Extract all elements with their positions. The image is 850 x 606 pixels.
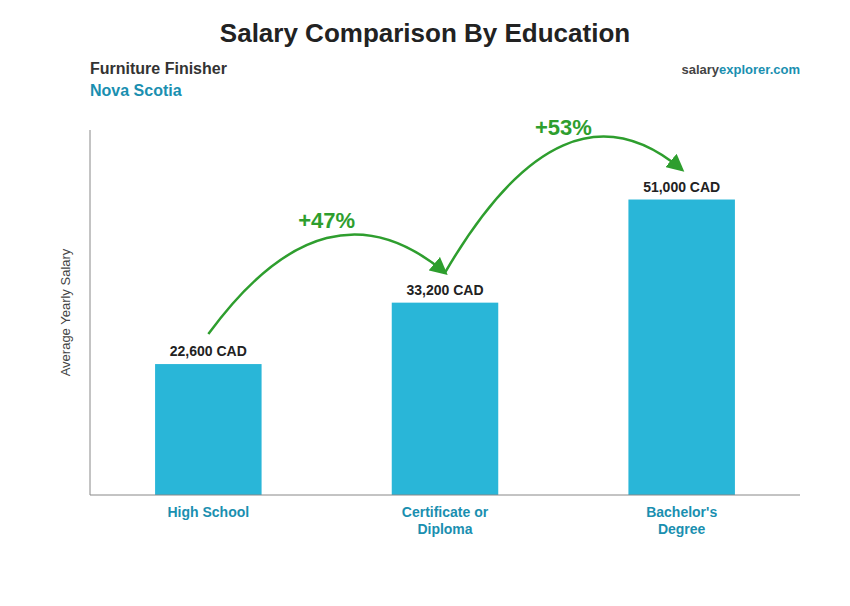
annotation-arrow (208, 234, 445, 334)
data-label: 51,000 CAD (643, 179, 720, 195)
y-axis-line (90, 130, 91, 495)
x-tick-label-line: Certificate or (402, 504, 489, 520)
watermark-part: explorer.com (719, 62, 800, 77)
x-tick-label-line: Bachelor's (646, 504, 717, 520)
bar (155, 364, 261, 495)
x-axis-line (90, 495, 800, 496)
watermark: salaryexplorer.com (681, 62, 800, 77)
x-tick-label-line: Diploma (417, 521, 472, 537)
data-label: 33,200 CAD (406, 282, 483, 298)
x-tick-label-line: High School (167, 504, 249, 520)
y-axis-label: Average Yearly Salary (58, 248, 73, 376)
annotation-arrow (445, 137, 682, 273)
watermark-part: salary (681, 62, 719, 77)
annotation: +47% (298, 208, 355, 233)
bar (628, 200, 735, 495)
x-tick-label: Certificate orDiploma (402, 504, 489, 537)
x-tick-label: High School (167, 504, 249, 520)
chart: Salary Comparison By Education Furniture … (0, 0, 850, 606)
annotation: +53% (535, 115, 592, 140)
x-tick-label: Bachelor'sDegree (646, 504, 717, 537)
title: Salary Comparison By Education (220, 18, 630, 48)
subtitle: Furniture Finisher (90, 60, 227, 77)
bar (392, 303, 499, 495)
x-tick-label-line: Degree (658, 521, 706, 537)
data-label: 22,600 CAD (170, 343, 247, 359)
subtitle: Nova Scotia (90, 82, 182, 99)
